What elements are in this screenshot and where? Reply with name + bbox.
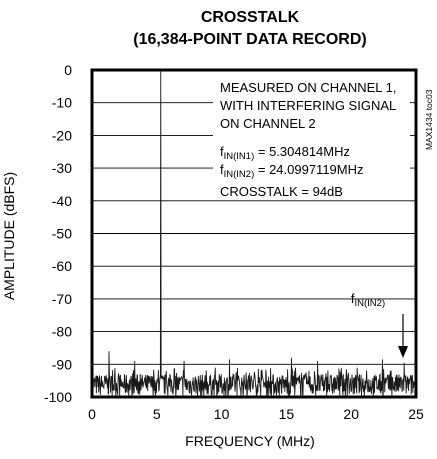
y-tick-label: -50 xyxy=(52,226,72,242)
x-tick-label: 10 xyxy=(214,406,230,422)
annotation-fin2: fIN(IN2) = 24.0997119MHz xyxy=(220,162,364,180)
fin2-marker-label: fIN(IN2) xyxy=(351,291,385,309)
y-axis-title: AMPLITUDE (dBFS) xyxy=(1,172,17,300)
fin2-value: = 24.0997119MHz xyxy=(254,162,363,177)
annotation-fin1: fIN(IN1) = 5.304814MHz xyxy=(220,144,350,162)
grid-lines xyxy=(92,102,416,365)
y-tick-label: -20 xyxy=(52,127,72,143)
fin1-value: = 5.304814MHz xyxy=(254,144,350,159)
y-tick-labels: 0 -10 -20 -30 -40 -50 -60 -70 -80 -90 -100 xyxy=(44,62,72,405)
chart-title: CROSSTALK xyxy=(201,9,300,26)
y-tick-label: 0 xyxy=(64,62,72,78)
x-tick-labels: 0 5 10 15 20 25 xyxy=(88,406,424,422)
spectrum-trace xyxy=(91,69,417,399)
annotation-crosstalk: CROSSTALK = 94dB xyxy=(220,184,343,199)
marker-f: f xyxy=(351,291,355,306)
chart-subtitle: (16,384-POINT DATA RECORD) xyxy=(133,31,367,48)
fin2-f: f xyxy=(220,162,224,177)
y-tick-label: -70 xyxy=(52,291,72,307)
fin1-f: f xyxy=(220,144,224,159)
y-tick-label: -60 xyxy=(52,258,72,274)
annotation-line-1: MEASURED ON CHANNEL 1, xyxy=(220,80,397,95)
y-tick-label: -100 xyxy=(44,389,72,405)
marker-sub: IN(IN2) xyxy=(355,298,386,309)
plot-frame xyxy=(90,68,418,399)
y-tick-label: -90 xyxy=(52,356,72,372)
fin2-sub: IN(IN2) xyxy=(224,169,255,180)
fin2-marker-arrow-head xyxy=(398,346,408,358)
annotation-line-3: ON CHANNEL 2 xyxy=(220,116,316,131)
figure-id-label: MAX1434 toc03 xyxy=(424,89,434,150)
y-tick-label: -80 xyxy=(52,324,72,340)
fin1-sub: IN(IN1) xyxy=(224,151,255,162)
y-tick-label: -10 xyxy=(52,95,72,111)
y-tick-label: -40 xyxy=(52,193,72,209)
y-tick-label: -30 xyxy=(52,160,72,176)
x-tick-label: 5 xyxy=(153,406,161,422)
x-tick-label: 0 xyxy=(88,406,96,422)
spectrum-series-line xyxy=(91,69,417,399)
annotation-line-2: WITH INTERFERING SIGNAL xyxy=(220,98,396,113)
x-tick-label: 15 xyxy=(279,406,295,422)
x-tick-label: 20 xyxy=(343,406,359,422)
x-axis-title: FREQUENCY (MHz) xyxy=(185,433,315,449)
x-tick-label: 25 xyxy=(408,406,424,422)
annotation-background xyxy=(213,76,410,184)
